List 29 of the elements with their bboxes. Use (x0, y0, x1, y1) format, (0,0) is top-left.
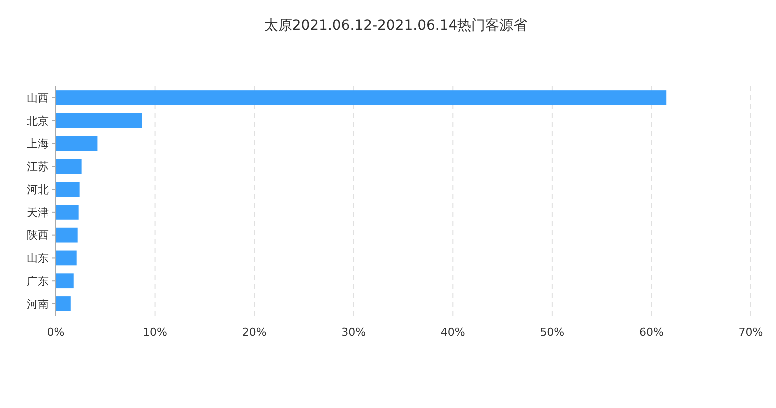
bar (56, 90, 667, 106)
x-tick-label: 60% (639, 326, 664, 339)
bar (56, 136, 98, 152)
y-tick-label: 山西 (27, 92, 49, 105)
x-tick-label: 10% (143, 326, 168, 339)
bar (56, 159, 82, 174)
x-tick-label: 30% (342, 326, 366, 339)
bar (56, 182, 80, 197)
y-tick-label: 江苏 (27, 160, 49, 174)
bar (56, 250, 77, 266)
bar (56, 205, 79, 220)
bar (56, 228, 78, 243)
x-tick-label: 0% (47, 326, 65, 339)
bar (56, 274, 74, 289)
y-tick-label: 北京 (27, 114, 49, 128)
y-tick-label: 广东 (27, 274, 49, 288)
bar (56, 296, 71, 312)
y-tick-label: 上海 (27, 138, 49, 151)
y-tick-label: 河南 (27, 298, 49, 311)
chart-title: 太原2021.06.12-2021.06.14热门客源省 (264, 18, 528, 34)
x-tick-label: 20% (242, 326, 267, 339)
y-tick-label: 河北 (27, 183, 49, 196)
x-tick-label: 70% (738, 326, 764, 339)
x-tick-label: 50% (540, 326, 565, 339)
x-tick-label: 40% (440, 326, 466, 339)
y-tick-label: 陕西 (27, 229, 49, 242)
y-tick-label: 天津 (27, 206, 49, 220)
y-tick-label: 山东 (27, 252, 49, 266)
bar (56, 113, 142, 128)
